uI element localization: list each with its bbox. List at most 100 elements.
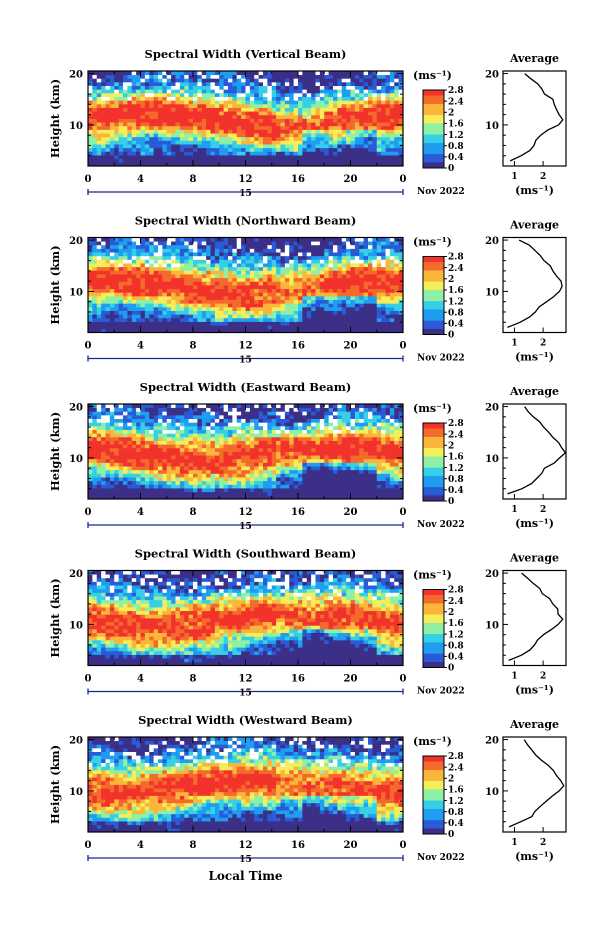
heatmap-cell	[259, 86, 264, 90]
heatmap-cell	[219, 488, 224, 492]
heatmap-cell	[254, 126, 259, 130]
heatmap-cell	[110, 430, 115, 434]
heatmap-cell	[114, 422, 119, 426]
heatmap-cell	[329, 129, 334, 133]
heatmap-cell	[237, 441, 242, 445]
heatmap-cell	[355, 296, 360, 300]
heatmap-cell	[149, 481, 154, 485]
heatmap-cell	[189, 122, 194, 126]
heatmap-cell	[193, 89, 198, 93]
heatmap-cell	[206, 408, 211, 412]
heatmap-cell	[224, 248, 229, 252]
heatmap-cell	[171, 411, 176, 415]
heatmap-cell	[394, 129, 399, 133]
heatmap-cell	[219, 411, 224, 415]
heatmap-cell	[123, 119, 128, 123]
heatmap-cell	[394, 300, 399, 304]
heatmap-cell	[377, 292, 382, 296]
heatmap-cell	[359, 97, 364, 101]
heatmap-cell	[364, 144, 369, 148]
heatmap-cell	[88, 307, 93, 311]
heatmap-cell	[381, 71, 386, 75]
heatmap-cell	[359, 252, 364, 256]
heatmap-cell	[329, 252, 334, 256]
heatmap-cell	[219, 100, 224, 104]
heatmap-cell	[219, 303, 224, 307]
heatmap-cell	[394, 252, 399, 256]
heatmap-cell	[224, 492, 229, 496]
heatmap-cell	[202, 477, 207, 481]
heatmap-cell	[346, 126, 351, 130]
heatmap-cell	[110, 462, 115, 466]
heatmap-cell	[132, 318, 137, 322]
heatmap-cell	[211, 484, 216, 488]
heatmap-cell	[114, 448, 119, 452]
heatmap-cell	[206, 415, 211, 419]
heatmap-cell	[237, 311, 242, 315]
heatmap-cell	[154, 108, 159, 112]
x-tick-label: 4	[137, 174, 144, 185]
heatmap-cell	[123, 267, 128, 271]
heatmap-cell	[342, 314, 347, 318]
colorbar-tick-label: 1.6	[448, 120, 464, 130]
heatmap-cell	[254, 267, 259, 271]
heatmap-cell	[114, 256, 119, 260]
heatmap-cell	[267, 119, 272, 123]
heatmap-cell	[132, 144, 137, 148]
heatmap-cell	[232, 430, 237, 434]
heatmap-cell	[110, 129, 115, 133]
heatmap-cell	[298, 159, 303, 163]
heatmap-cell	[193, 82, 198, 86]
heatmap-cell	[114, 281, 119, 285]
heatmap-cell	[237, 419, 242, 423]
heatmap-cell	[324, 245, 329, 249]
heatmap-cell	[92, 311, 97, 315]
heatmap-cell	[228, 296, 233, 300]
heatmap-cell	[254, 133, 259, 137]
heatmap-cell	[206, 430, 211, 434]
heatmap-cell	[127, 259, 132, 263]
heatmap-cell	[351, 289, 356, 293]
heatmap-cell	[141, 314, 146, 318]
heatmap-cell	[193, 488, 198, 492]
heatmap-cell	[176, 325, 181, 329]
heatmap-cell	[337, 89, 342, 93]
heatmap-cell	[202, 267, 207, 271]
heatmap-cell	[197, 137, 202, 141]
heatmap-cell	[145, 238, 150, 242]
heatmap-cell	[394, 292, 399, 296]
heatmap-cell	[241, 441, 246, 445]
heatmap-cell	[180, 492, 185, 496]
heatmap-cell	[289, 318, 294, 322]
heatmap-cell	[276, 281, 281, 285]
heatmap-cell	[377, 148, 382, 152]
heatmap-cell	[267, 129, 272, 133]
heatmap-cell	[141, 289, 146, 293]
heatmap-cell	[337, 151, 342, 155]
heatmap-cell	[263, 245, 268, 249]
heatmap-cell	[377, 238, 382, 242]
heatmap-cell	[97, 238, 102, 242]
heatmap-cell	[176, 259, 181, 263]
heatmap-cell	[228, 473, 233, 477]
heatmap-cell	[106, 97, 111, 101]
heatmap-cell	[154, 492, 159, 496]
heatmap-cell	[119, 97, 124, 101]
heatmap-cell	[119, 238, 124, 242]
heatmap-cell	[267, 322, 272, 326]
heatmap-cell	[92, 488, 97, 492]
heatmap-cell	[145, 307, 150, 311]
heatmap-cell	[189, 462, 194, 466]
heatmap-cell	[119, 481, 124, 485]
heatmap-cell	[285, 151, 290, 155]
heatmap-cell	[101, 303, 106, 307]
heatmap-cell	[110, 248, 115, 252]
heatmap-cell	[390, 93, 395, 97]
heatmap-cell	[106, 144, 111, 148]
heatmap-cell	[132, 426, 137, 430]
heatmap-cell	[232, 129, 237, 133]
heatmap-cell	[167, 93, 172, 97]
panel-3: Spectral Width (Eastward Beam)1020Height…	[48, 380, 566, 532]
heatmap-cell	[206, 452, 211, 456]
